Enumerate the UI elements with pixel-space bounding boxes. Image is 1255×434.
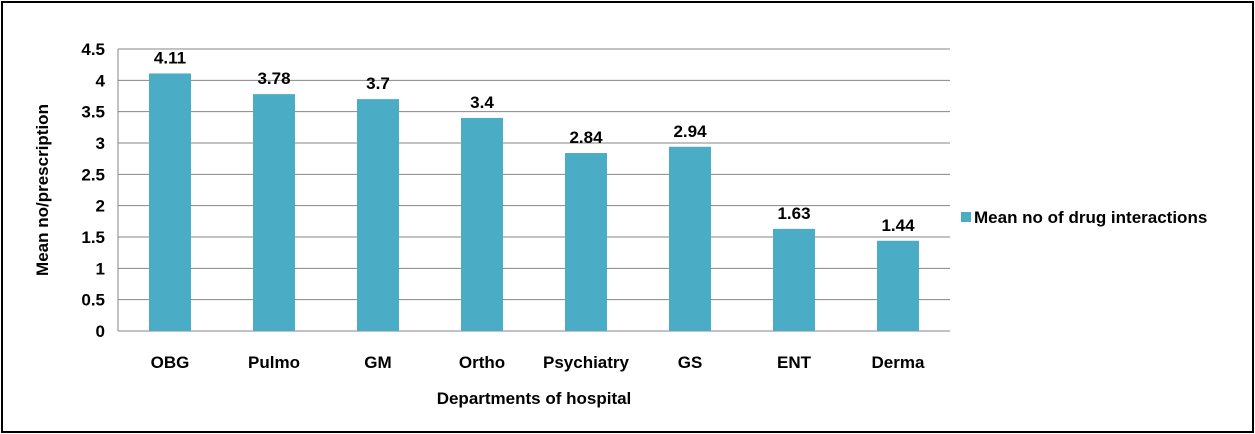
x-tick-label: ENT	[777, 353, 812, 372]
y-tick-label: 1	[96, 259, 105, 278]
bar-pulmo	[253, 94, 295, 332]
y-tick-label: 1.5	[81, 228, 105, 247]
data-label: 3.4	[470, 93, 494, 112]
x-tick-label: Derma	[872, 353, 925, 372]
y-tick-label: 2.5	[81, 165, 105, 184]
bar-psychiatry	[565, 153, 607, 331]
x-tick-label: GM	[364, 353, 391, 372]
data-label: 2.94	[673, 122, 707, 141]
x-tick-label: Pulmo	[248, 353, 300, 372]
y-tick-label: 4	[96, 71, 106, 90]
bar-ortho	[461, 117, 503, 331]
x-tick-label: Psychiatry	[543, 353, 630, 372]
y-tick-label: 0.5	[81, 291, 105, 310]
bar-ent	[773, 228, 815, 331]
bar-obg	[149, 73, 191, 331]
legend-label: Mean no of drug interactions	[974, 208, 1207, 227]
bar-derma	[877, 240, 919, 331]
y-tick-label: 4.5	[81, 40, 105, 59]
data-label: 3.7	[366, 74, 390, 93]
data-label: 1.63	[777, 204, 810, 223]
y-tick-label: 0	[96, 322, 105, 341]
data-label: 4.11	[154, 48, 186, 67]
bar-gs	[669, 146, 711, 331]
data-label: 1.44	[881, 216, 915, 235]
x-tick-label: Ortho	[459, 353, 505, 372]
y-tick-label: 3	[96, 134, 105, 153]
x-axis-title: Departments of hospital	[437, 389, 632, 408]
y-tick-label: 3.5	[81, 103, 105, 122]
legend-swatch	[961, 212, 971, 222]
y-axis-title: Mean no/prescription	[33, 104, 52, 276]
bar-gm	[357, 99, 399, 331]
x-tick-label: GS	[678, 353, 703, 372]
data-label: 3.78	[257, 69, 290, 88]
x-tick-label: OBG	[151, 353, 190, 372]
data-label: 2.84	[569, 128, 603, 147]
y-tick-label: 2	[96, 197, 105, 216]
